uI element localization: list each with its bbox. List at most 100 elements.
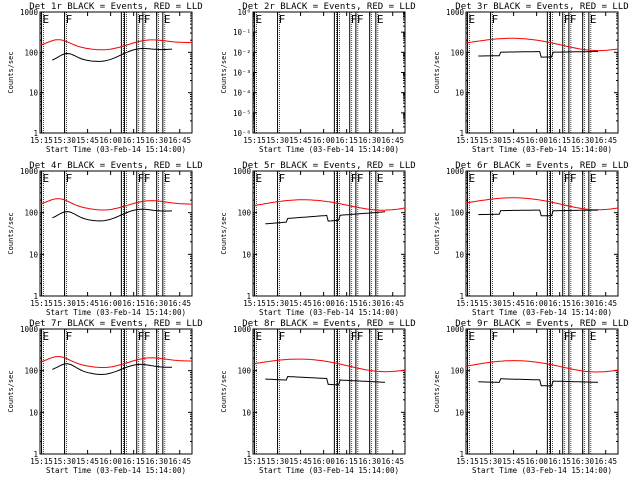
- x-tick-label: 15:15: [243, 299, 266, 308]
- plot-frame: [252, 11, 406, 134]
- events-series-line: [52, 48, 173, 62]
- panel-8: Det 8r BLACK = Events, RED = LLD 1 10 100 10…: [220, 319, 416, 475]
- events-series-line: [265, 375, 385, 386]
- y-tick-label: 10⁰: [237, 8, 251, 17]
- y-tick-label: 1: [459, 450, 464, 459]
- event-marker-label: E: [469, 13, 476, 26]
- event-marker-label: F: [138, 13, 145, 26]
- x-axis-label: Start Time (03-Feb-14 15:14:00): [259, 466, 399, 475]
- event-marker-label: E: [164, 13, 171, 26]
- y-tick-label: 10⁻⁴: [233, 89, 251, 98]
- event-marker-label: F: [351, 13, 358, 26]
- y-tick-label: 10: [455, 408, 465, 417]
- x-tick-label: 15:45: [289, 299, 312, 308]
- lld-series-line: [252, 358, 406, 373]
- x-tick-label: 15:45: [502, 457, 525, 466]
- event-marker-label: E: [256, 330, 263, 343]
- y-tick-label: 100: [237, 367, 251, 376]
- event-marker-label: E: [469, 172, 476, 185]
- y-axis-label: Counts/sec: [220, 370, 228, 412]
- panel-title: Det 1r BLACK = Events, RED = LLD: [29, 2, 202, 12]
- plot-frame: [39, 328, 193, 455]
- x-tick-label: 16:45: [381, 457, 404, 466]
- y-tick-label: 1: [33, 129, 38, 138]
- event-marker-label: E: [43, 13, 50, 26]
- plot-frame: [252, 170, 406, 297]
- event-marker-label: F: [564, 13, 571, 26]
- y-axis-label: Counts/sec: [7, 212, 15, 254]
- y-tick-label: 100: [24, 367, 38, 376]
- panel-6: Det 6r BLACK = Events, RED = LLD 1 10 100 10…: [433, 161, 629, 317]
- y-tick-label: 100: [450, 48, 464, 57]
- event-marker-label: F: [66, 13, 73, 26]
- event-marker-label: F: [138, 330, 145, 343]
- x-tick-label: 16:15: [548, 299, 571, 308]
- x-tick-label: 16:30: [358, 299, 381, 308]
- y-tick-label: 10⁻¹: [233, 28, 251, 37]
- y-tick-label: 1000: [20, 325, 39, 334]
- lld-series-line: [39, 356, 192, 368]
- event-marker-label: F: [357, 330, 364, 343]
- lld-series-line: [252, 199, 406, 211]
- panel-title: Det 4r BLACK = Events, RED = LLD: [29, 161, 202, 171]
- y-tick-label: 10: [455, 250, 465, 259]
- lld-series-line: [39, 39, 192, 51]
- x-tick-label: 16:00: [525, 136, 548, 145]
- x-tick-label: 15:45: [289, 457, 312, 466]
- x-tick-label: 15:15: [30, 136, 53, 145]
- event-marker-label: E: [164, 172, 171, 185]
- y-tick-label: 100: [450, 209, 464, 218]
- x-tick-label: 16:45: [381, 299, 404, 308]
- x-tick-label: 16:15: [122, 299, 145, 308]
- x-axis-label: Start Time (03-Feb-14 15:14:00): [259, 308, 399, 317]
- x-tick-label: 16:30: [571, 299, 594, 308]
- events-series-line: [52, 363, 172, 376]
- x-tick-label: 16:30: [358, 457, 381, 466]
- panel-title: Det 9r BLACK = Events, RED = LLD: [455, 319, 628, 329]
- y-tick-label: 10⁻⁶: [233, 129, 251, 138]
- x-tick-label: 16:00: [99, 299, 122, 308]
- x-tick-label: 16:30: [145, 299, 168, 308]
- event-marker-label: E: [377, 172, 384, 185]
- panel-title: Det 3r BLACK = Events, RED = LLD: [455, 2, 628, 12]
- x-tick-label: 16:15: [548, 457, 571, 466]
- lld-series-line: [465, 197, 619, 211]
- events-series-line: [478, 51, 598, 58]
- x-tick-label: 16:15: [335, 136, 358, 145]
- lld-series-line: [465, 360, 619, 373]
- x-tick-label: 15:15: [243, 457, 266, 466]
- event-marker-label: E: [590, 13, 597, 26]
- y-axis-label: Counts/sec: [7, 51, 15, 93]
- event-marker-label: E: [590, 330, 597, 343]
- y-tick-label: 10: [242, 250, 252, 259]
- event-marker-label: F: [144, 13, 151, 26]
- x-axis-label: Start Time (03-Feb-14 15:14:00): [472, 308, 612, 317]
- event-marker-label: F: [570, 13, 577, 26]
- y-tick-label: 1000: [446, 8, 465, 17]
- event-marker-label: F: [564, 330, 571, 343]
- x-tick-label: 16:30: [358, 136, 381, 145]
- x-tick-label: 16:00: [525, 457, 548, 466]
- panel-title: Det 2r BLACK = Events, RED = LLD: [242, 2, 415, 12]
- x-tick-label: 15:15: [456, 299, 479, 308]
- events-series-line: [265, 211, 386, 225]
- y-axis-label: Counts/sec: [433, 212, 441, 254]
- x-tick-label: 15:15: [30, 457, 53, 466]
- y-axis-label: Counts/sec: [7, 370, 15, 412]
- x-axis-label: Start Time (03-Feb-14 15:14:00): [472, 145, 612, 154]
- y-tick-label: 1: [459, 129, 464, 138]
- event-marker-label: F: [279, 172, 286, 185]
- lld-series-line: [465, 37, 619, 52]
- event-marker-label: F: [66, 330, 73, 343]
- x-tick-label: 15:30: [266, 299, 289, 308]
- event-marker-label: E: [590, 172, 597, 185]
- event-marker-label: E: [256, 13, 263, 26]
- y-tick-label: 100: [450, 367, 464, 376]
- panel-title: Det 8r BLACK = Events, RED = LLD: [242, 319, 415, 329]
- event-marker-label: F: [570, 172, 577, 185]
- y-tick-label: 10: [242, 408, 252, 417]
- x-tick-label: 16:00: [99, 136, 122, 145]
- y-tick-label: 1000: [446, 325, 465, 334]
- panel-title: Det 7r BLACK = Events, RED = LLD: [29, 319, 202, 329]
- y-tick-label: 1: [33, 292, 38, 301]
